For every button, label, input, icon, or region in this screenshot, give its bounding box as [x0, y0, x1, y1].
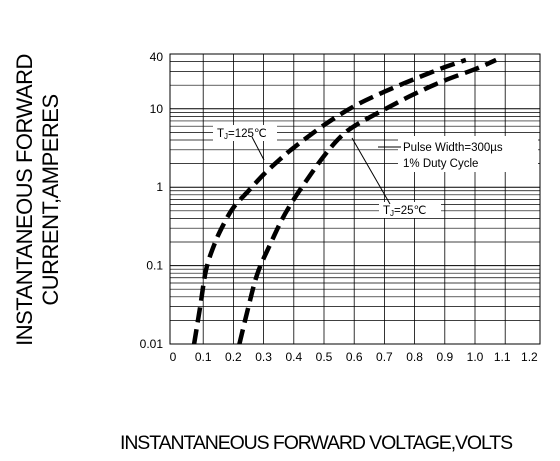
annotation-tj125-label: TJ=125℃	[217, 128, 267, 141]
x-tick-label: 0.1	[195, 350, 212, 364]
annotation-pulse-line-2: 1% Duty Cycle	[403, 158, 478, 170]
x-tick-label: 0.2	[225, 350, 242, 364]
x-tick-label: 0.9	[436, 350, 453, 364]
annotation-tj25-leader	[351, 137, 391, 205]
y-tick-label: 0.01	[140, 337, 164, 351]
y-axis-label: INSTANTANEOUS FORWARD CURRENT,AMPERES	[12, 54, 63, 346]
annotation-pulse-line-1: Pulse Width=300µs	[403, 142, 503, 154]
series-tj25-line	[237, 57, 498, 345]
x-tick-label: 0.5	[316, 350, 333, 364]
x-tick-label: 0.8	[406, 350, 423, 364]
y-tick-label: 40	[150, 50, 164, 64]
x-tick-label: 1.0	[467, 350, 484, 364]
y-axis-label-line-1: INSTANTANEOUS FORWARD	[12, 54, 37, 346]
annotation-tj125-t: T	[217, 128, 224, 140]
y-tick-label: 0.1	[146, 259, 163, 273]
x-tick-labels: 0 0.1 0.2 0.3 0.4 0.5 0.6 0.7 0.8 0.9 1.0 1.1 1.2	[170, 350, 538, 364]
annotation-tj25-label: TJ=25℃	[383, 205, 427, 218]
x-tick-label: 0.4	[285, 350, 302, 364]
annotation-tj25-bg	[379, 202, 441, 218]
series-layer	[191, 57, 498, 345]
x-tick-label: 0.6	[346, 350, 363, 364]
y-axis-label-line-2: CURRENT,AMPERES	[38, 94, 63, 305]
x-tick-label: 0	[170, 350, 177, 364]
x-axis-label: INSTANTANEOUS FORWARD VOLTAGE,VOLTS	[120, 432, 513, 454]
annotation-pulse-unit: s	[497, 142, 503, 154]
annotation-pulse-mu: µ	[490, 142, 497, 154]
x-tick-label: 1.1	[494, 350, 511, 364]
x-tick-label: 0.7	[376, 350, 393, 364]
annotation-pulse-text: Pulse Width=300	[403, 142, 490, 154]
y-tick-label: 1	[156, 180, 163, 194]
annotation-tj125-leader	[251, 136, 265, 161]
annotation-tj25-sub: J	[390, 209, 394, 218]
x-tick-label: 1.2	[521, 350, 538, 364]
plot-frame	[169, 53, 541, 345]
annotation-tj125-bg	[213, 125, 277, 141]
annotation-tj25-rest: =25℃	[394, 205, 427, 217]
annotation-pulse: Pulse Width=300µs 1% Duty Cycle	[378, 136, 538, 172]
annotation-tj125-rest: =125℃	[228, 128, 267, 140]
annotation-tj125: TJ=125℃	[213, 125, 277, 161]
x-tick-label: 0.3	[255, 350, 272, 364]
series-tj125-line	[191, 57, 467, 345]
y-tick-labels: 0.01 0.1 1 10 40	[140, 50, 164, 351]
annotation-tj125-sub: J	[224, 132, 228, 141]
grid	[170, 54, 540, 344]
annotation-tj25: TJ=25℃	[351, 137, 441, 218]
y-tick-label: 10	[150, 102, 164, 116]
annotation-tj25-t: T	[383, 205, 390, 217]
annotation-pulse-bg	[398, 136, 538, 172]
